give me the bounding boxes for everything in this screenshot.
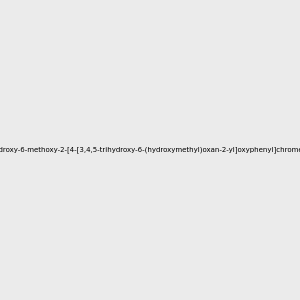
Text: 5,7-Dihydroxy-6-methoxy-2-[4-[3,4,5-trihydroxy-6-(hydroxymethyl)oxan-2-yl]oxyphe: 5,7-Dihydroxy-6-methoxy-2-[4-[3,4,5-trih… xyxy=(0,147,300,153)
